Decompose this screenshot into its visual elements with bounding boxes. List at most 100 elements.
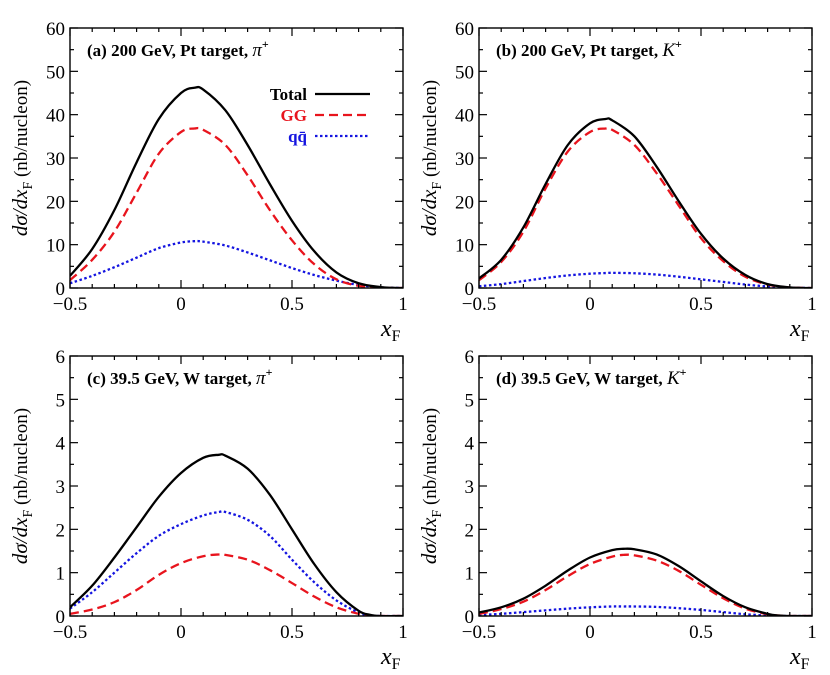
series-line-total [70, 85, 403, 288]
legend-label: Total [270, 85, 307, 104]
x-tick-label: 0.5 [689, 294, 713, 315]
y-tick-label: 10 [46, 236, 65, 257]
panel-title-particle: K [666, 368, 681, 389]
panel-title-text: (b) 200 GeV, Pt target, [496, 41, 662, 60]
panel-title-text: (c) 39.5 GeV, W target, [87, 369, 256, 388]
y-tick-label: 2 [56, 520, 66, 541]
plot-frame [478, 355, 813, 617]
y-tick-label: 10 [455, 236, 474, 257]
x-tick-label: 0 [585, 294, 595, 315]
x-axis-label-sub: F [801, 656, 810, 673]
panel-title: (a) 200 GeV, Pt target, π+ [87, 37, 269, 61]
y-axis-label-units: (nb/nucleon) [11, 408, 32, 510]
y-tick-label: 0 [465, 279, 475, 300]
series-line-gg [70, 553, 403, 616]
y-axis-label-main: dσ/dx [8, 189, 32, 236]
x-tick-label: 0 [176, 294, 186, 315]
y-tick-label: 50 [455, 62, 474, 83]
y-axis-label-sub: F [21, 510, 36, 518]
panel-title-charge: + [262, 37, 269, 51]
panel-title: (b) 200 GeV, Pt target, K+ [496, 37, 682, 61]
y-tick-label: 2 [465, 520, 475, 541]
legend-label: qq̄ [288, 127, 307, 146]
x-axis-label: xF [789, 644, 810, 673]
y-tick-label: 0 [56, 279, 66, 300]
x-axis-label-sub: F [392, 328, 401, 345]
y-axis-label-units: (nb/nucleon) [420, 408, 441, 510]
panel-title-charge: + [675, 37, 682, 51]
panel-title: (c) 39.5 GeV, W target, π+ [87, 365, 273, 389]
panel-title-charge: + [266, 365, 273, 379]
y-axis-label-units: (nb/nucleon) [420, 80, 441, 182]
series-line-qq [70, 510, 403, 616]
y-tick-label: 1 [56, 564, 66, 585]
y-tick-label: 4 [56, 434, 66, 455]
y-axis-label: dσ/dxF (nb/nucleon) [8, 80, 36, 236]
y-axis-label-main: dσ/dx [8, 517, 32, 564]
series-line-qq [479, 605, 812, 616]
y-axis-label-sub: F [21, 182, 36, 190]
panel-title: (d) 39.5 GeV, W target, K+ [496, 365, 687, 389]
y-tick-label: 40 [455, 106, 474, 127]
panel-title-particle: π [256, 368, 266, 389]
y-tick-label: 6 [56, 347, 66, 368]
x-axis-label-sub: F [801, 328, 810, 345]
y-axis-label-main: dσ/dx [417, 189, 441, 236]
x-axis-label-main: x [789, 644, 801, 670]
x-axis-label: xF [380, 316, 401, 345]
y-tick-label: 30 [46, 149, 65, 170]
y-tick-label: 5 [56, 390, 66, 411]
y-tick-label: 6 [465, 347, 475, 368]
panel-title-particle: K [661, 40, 676, 61]
plot-frame [69, 355, 404, 617]
y-tick-label: 20 [455, 192, 474, 213]
y-axis-label-units: (nb/nucleon) [11, 80, 32, 182]
y-axis-label-main: dσ/dx [417, 517, 441, 564]
y-tick-label: 0 [465, 607, 475, 628]
y-axis-label-sub: F [430, 182, 445, 190]
y-tick-label: 40 [46, 106, 65, 127]
legend-label: GG [281, 106, 307, 125]
x-tick-label: 0.5 [689, 622, 713, 643]
series-line-total [479, 117, 812, 288]
x-tick-label: 1 [807, 294, 817, 315]
panel-title-text: (a) 200 GeV, Pt target, [87, 41, 252, 60]
series-line-qq [479, 271, 812, 288]
y-tick-label: 30 [455, 149, 474, 170]
x-tick-label: −0.5 [53, 294, 87, 315]
y-tick-label: 5 [465, 390, 475, 411]
x-axis-label: xF [380, 644, 401, 673]
y-axis-label: dσ/dxF (nb/nucleon) [417, 408, 445, 564]
series-line-gg [70, 126, 403, 288]
x-axis-label-main: x [380, 644, 392, 670]
x-tick-label: −0.5 [462, 294, 496, 315]
series-line-total [70, 453, 403, 616]
series-line-total [479, 547, 812, 616]
x-tick-label: 1 [398, 294, 408, 315]
y-tick-label: 20 [46, 192, 65, 213]
y-tick-label: 60 [46, 19, 65, 40]
y-axis-label: dσ/dxF (nb/nucleon) [417, 80, 445, 236]
x-tick-label: 0.5 [280, 622, 304, 643]
x-tick-label: −0.5 [462, 622, 496, 643]
x-tick-label: 1 [807, 622, 817, 643]
x-tick-label: 1 [398, 622, 408, 643]
x-axis-label-sub: F [392, 656, 401, 673]
y-tick-label: 4 [465, 434, 475, 455]
y-tick-label: 60 [455, 19, 474, 40]
x-axis-label: xF [789, 316, 810, 345]
x-axis-label-main: x [380, 316, 392, 342]
panel-title-text: (d) 39.5 GeV, W target, [496, 369, 667, 388]
y-tick-label: 0 [56, 607, 66, 628]
x-tick-label: 0 [176, 622, 186, 643]
panel-title-charge: + [680, 365, 687, 379]
y-tick-label: 1 [465, 564, 475, 585]
x-tick-label: 0.5 [280, 294, 304, 315]
x-tick-label: −0.5 [53, 622, 87, 643]
y-tick-label: 3 [465, 477, 475, 498]
